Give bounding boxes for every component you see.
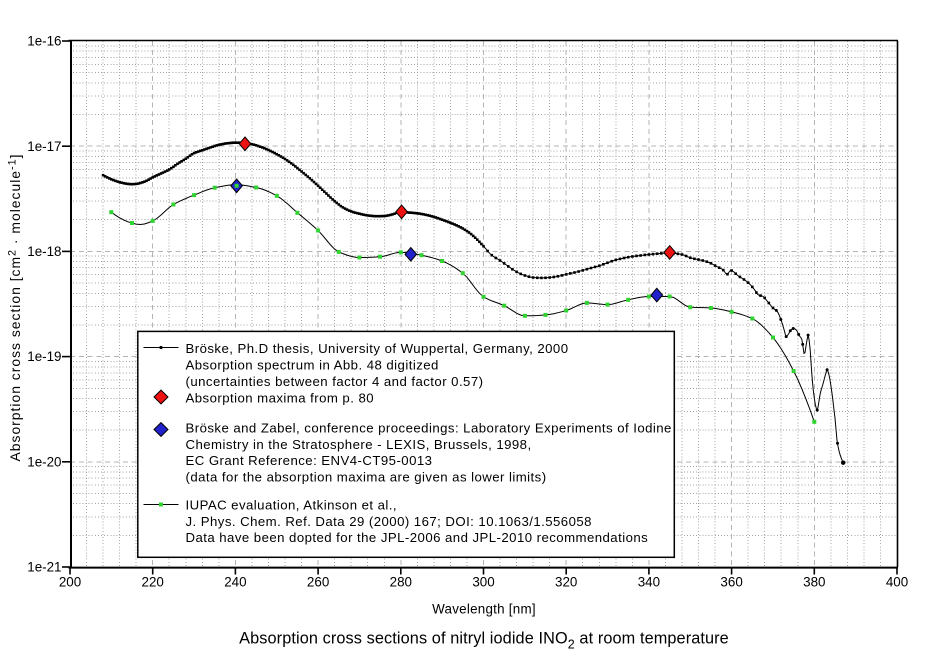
svg-text:200: 200 — [59, 575, 81, 590]
svg-text:(data for the absorption maxim: (data for the absorption maxima are give… — [186, 470, 547, 485]
svg-text:300: 300 — [472, 575, 494, 590]
svg-text:(uncertainties between factor: (uncertainties between factor 4 and fact… — [186, 374, 484, 389]
svg-text:Chemistry in the Stratosphere: Chemistry in the Stratosphere - LEXIS, B… — [186, 437, 532, 452]
svg-text:380: 380 — [803, 575, 825, 590]
svg-text:Absorption cross section [cm2: Absorption cross section [cm2 · molecule… — [7, 154, 24, 462]
svg-text:Data have been dopted for the: Data have been dopted for the JPL-2006 a… — [186, 530, 649, 545]
svg-text:J. Phys. Chem. Ref. Data 29 (2: J. Phys. Chem. Ref. Data 29 (2000) 167; … — [186, 514, 592, 529]
svg-text:1e-21: 1e-21 — [27, 560, 61, 575]
svg-text:1e-18: 1e-18 — [27, 244, 61, 259]
svg-text:1e-17: 1e-17 — [27, 139, 61, 154]
svg-text:360: 360 — [720, 575, 742, 590]
svg-text:IUPAC evaluation, Atkinson et: IUPAC evaluation, Atkinson et al., — [186, 498, 398, 513]
svg-text:240: 240 — [224, 575, 246, 590]
svg-text:340: 340 — [638, 575, 660, 590]
svg-text:1e-16: 1e-16 — [27, 34, 61, 49]
svg-text:260: 260 — [307, 575, 329, 590]
svg-text:1e-19: 1e-19 — [27, 349, 61, 364]
svg-text:400: 400 — [886, 575, 908, 590]
svg-text:Bröske, Ph.D thesis, Universit: Bröske, Ph.D thesis, University of Wuppe… — [186, 341, 569, 356]
svg-text:280: 280 — [390, 575, 412, 590]
svg-text:1e-20: 1e-20 — [27, 454, 61, 469]
svg-text:Bröske and Zabel, conference p: Bröske and Zabel, conference proceedings… — [186, 421, 672, 436]
svg-text:EC Grant Reference: ENV4-CT95-: EC Grant Reference: ENV4-CT95-0013 — [186, 453, 433, 468]
svg-text:Wavelength [nm]: Wavelength [nm] — [432, 602, 536, 617]
svg-text:Absorption spectrum in Abb. 48: Absorption spectrum in Abb. 48 digitized — [186, 358, 439, 373]
svg-text:Absorption cross sections of n: Absorption cross sections of nitryl iodi… — [239, 630, 729, 652]
svg-text:Absorption maxima from p. 80: Absorption maxima from p. 80 — [186, 391, 375, 406]
svg-text:220: 220 — [142, 575, 164, 590]
svg-text:320: 320 — [555, 575, 577, 590]
